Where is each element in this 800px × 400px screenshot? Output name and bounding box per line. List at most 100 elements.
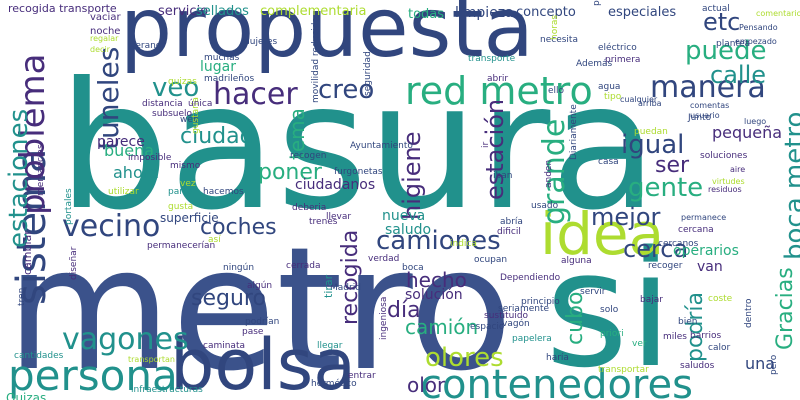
word-41: camión <box>405 315 479 339</box>
word-42: hecho <box>406 268 467 292</box>
word-180: usuario <box>690 111 720 120</box>
word-162: superficie <box>160 211 219 225</box>
word-92: quizas <box>168 77 197 87</box>
word-111: luego <box>744 117 767 126</box>
word-80: horas <box>550 14 560 40</box>
word-21: estación <box>481 98 509 200</box>
word-160: vez <box>180 179 196 189</box>
word-48: buena <box>104 141 155 160</box>
word-143: dificil <box>497 227 521 237</box>
word-134: podrían <box>245 317 280 327</box>
word-153: iban <box>493 171 513 181</box>
word-66: vaciar <box>90 12 121 23</box>
word-182: priori <box>600 329 624 339</box>
word-133: caminata <box>203 341 245 351</box>
word-23: mejor <box>591 203 661 231</box>
word-119: bajar <box>640 295 663 305</box>
word-177: verano <box>130 41 162 51</box>
word-145: Dependiendo <box>500 273 561 283</box>
word-166: cambiar <box>21 230 34 275</box>
word-7: idea <box>540 200 665 268</box>
word-44: olor <box>407 373 446 397</box>
word-118: servir <box>580 287 606 297</box>
word-172: indica <box>450 239 477 249</box>
word-87: tipo <box>604 92 622 102</box>
word-109: arriba <box>638 99 662 108</box>
word-157: furgonetas <box>334 167 383 177</box>
word-51: nueva <box>382 208 426 224</box>
word-35: etc <box>703 8 741 36</box>
word-124: dentro <box>744 298 754 329</box>
word-146: seriamente <box>498 304 550 314</box>
word-150: Junto <box>688 113 712 123</box>
word-117: recoger <box>648 261 683 271</box>
word-137: ningún <box>223 263 255 273</box>
word-14: camiones <box>376 226 501 256</box>
word-104: papelera <box>512 334 552 344</box>
word-107: saludos <box>680 361 715 371</box>
word-171: usado <box>531 201 559 211</box>
word-39: Gracias <box>773 267 798 350</box>
word-33: creo <box>318 75 375 105</box>
word-24: cerca <box>623 235 689 263</box>
word-183: barrios <box>690 331 722 341</box>
word-86: abrir <box>487 74 509 84</box>
word-17: puede <box>685 36 767 66</box>
word-127: Quizas <box>6 391 47 400</box>
word-147: solo <box>600 305 619 315</box>
word-121: calor <box>708 343 731 353</box>
word-43: día <box>387 298 421 323</box>
word-5: contenedores <box>420 362 693 400</box>
word-108: cualquier <box>620 95 658 104</box>
word-152: soluciones <box>700 151 748 161</box>
word-84: ello <box>548 86 565 96</box>
word-170: diseñar <box>69 246 79 280</box>
word-112: aire <box>730 165 746 174</box>
word-61: todas <box>408 7 445 22</box>
word-29: coches <box>200 215 277 240</box>
word-30: seguro <box>191 286 266 311</box>
word-49: ciudadanos <box>295 177 376 193</box>
word-58: limpieza <box>455 5 514 21</box>
word-116: cercanos <box>658 239 699 249</box>
word-148: alguna <box>561 256 592 266</box>
word-158: recogen <box>290 151 327 161</box>
word-149: cercana <box>678 225 714 235</box>
word-63: servicio <box>158 4 209 19</box>
word-110: comentas <box>690 101 730 110</box>
word-94: imposible <box>128 153 172 163</box>
word-68: mujeres <box>241 37 278 47</box>
word-161: gusta <box>168 202 194 212</box>
word-77: Pensando <box>739 23 778 32</box>
word-99: llevar <box>326 212 352 222</box>
word-79: transporte <box>468 54 516 64</box>
word-22: igual <box>621 130 685 160</box>
word-37: cubo <box>563 291 588 345</box>
word-179: decir <box>90 45 110 54</box>
word-72: puntos limpios <box>592 0 602 6</box>
word-154: puedan <box>634 127 668 137</box>
word-64: sellados <box>196 4 249 19</box>
word-15: estaciones <box>4 108 34 248</box>
word-11: vecino <box>62 209 161 244</box>
word-18: manera <box>650 70 766 105</box>
word-139: Madrid <box>330 283 361 293</box>
word-103: espacio <box>470 322 505 332</box>
word-27: gente <box>628 173 704 203</box>
word-62: complementaria <box>260 4 367 19</box>
word-142: boca <box>402 263 424 273</box>
word-159: parte <box>168 187 192 197</box>
word-105: haría <box>546 353 569 363</box>
word-36: calle <box>710 61 767 89</box>
word-122: coste <box>708 294 733 304</box>
word-169: tren <box>17 287 27 306</box>
word-173: abría <box>500 217 523 227</box>
word-181: ver <box>632 339 647 349</box>
word-123: pero <box>769 354 779 375</box>
word-9: red metro <box>405 69 593 113</box>
word-98: trenes <box>309 217 338 227</box>
word-0: basura <box>58 46 658 249</box>
word-70: madrileños <box>204 74 255 84</box>
word-156: Ayuntamiento <box>350 141 413 151</box>
